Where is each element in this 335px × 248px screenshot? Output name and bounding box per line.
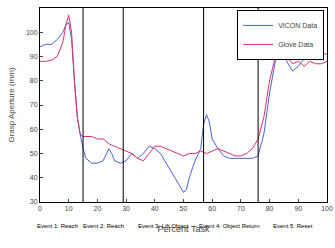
svg-text:Event 5: Reset: Event 5: Reset <box>273 223 313 229</box>
svg-text:90: 90 <box>294 205 302 212</box>
svg-text:80: 80 <box>30 77 38 84</box>
svg-text:Glove Data: Glove Data <box>278 41 313 48</box>
svg-text:Event 4: Object Return: Event 4: Object Return <box>199 223 260 229</box>
svg-text:50: 50 <box>180 205 188 212</box>
svg-text:Event 2: Reach: Event 2: Reach <box>83 223 124 229</box>
svg-text:Percent Task: Percent Task <box>158 224 210 234</box>
svg-text:70: 70 <box>237 205 245 212</box>
svg-text:0: 0 <box>38 205 42 212</box>
svg-text:30: 30 <box>122 205 130 212</box>
svg-text:60: 60 <box>208 205 216 212</box>
svg-text:10: 10 <box>65 205 73 212</box>
svg-text:70: 70 <box>30 101 38 108</box>
svg-text:50: 50 <box>30 150 38 157</box>
svg-text:60: 60 <box>30 126 38 133</box>
svg-text:Event 3: Lift Object: Event 3: Lift Object <box>138 223 189 229</box>
svg-text:100: 100 <box>26 29 38 36</box>
svg-text:90: 90 <box>30 53 38 60</box>
svg-text:100: 100 <box>321 205 333 212</box>
svg-text:Grasp Aperture (mm): Grasp Aperture (mm) <box>7 67 16 142</box>
svg-text:80: 80 <box>266 205 274 212</box>
svg-text:30: 30 <box>30 198 38 205</box>
svg-text:40: 40 <box>30 174 38 181</box>
svg-text:20: 20 <box>94 205 102 212</box>
svg-text:Event 1: Reach: Event 1: Reach <box>37 223 78 229</box>
svg-text:VICON Data: VICON Data <box>278 22 317 29</box>
svg-text:40: 40 <box>151 205 159 212</box>
